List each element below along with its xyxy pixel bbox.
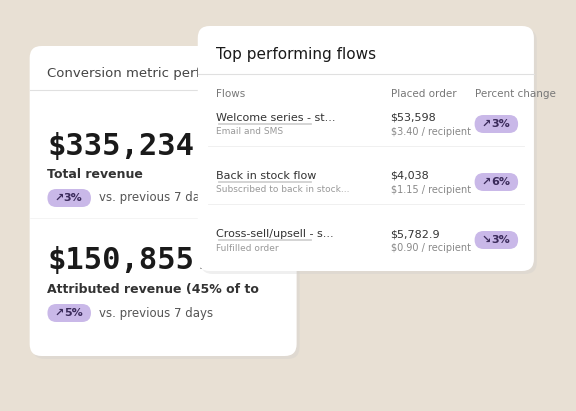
Text: 3%: 3% [491, 235, 510, 245]
Text: Top performing flows: Top performing flows [215, 46, 376, 62]
Text: 5%: 5% [64, 308, 82, 318]
Text: $150,855.46: $150,855.46 [47, 247, 249, 275]
FancyBboxPatch shape [47, 304, 91, 322]
Text: Email and SMS: Email and SMS [215, 127, 283, 136]
FancyBboxPatch shape [198, 26, 534, 271]
Text: ↗: ↗ [55, 308, 64, 318]
Text: Fulfilled order: Fulfilled order [215, 243, 278, 252]
Text: $1.15 / recipient: $1.15 / recipient [391, 185, 471, 195]
Text: 6%: 6% [491, 177, 510, 187]
Text: ↗: ↗ [482, 177, 491, 187]
FancyBboxPatch shape [475, 173, 518, 191]
Text: Placed order: Placed order [391, 89, 456, 99]
Text: ↗: ↗ [482, 119, 491, 129]
Text: Welcome series - st...: Welcome series - st... [215, 113, 335, 123]
FancyBboxPatch shape [475, 115, 518, 133]
Text: Total revenue: Total revenue [47, 168, 143, 180]
FancyBboxPatch shape [200, 29, 537, 274]
Text: vs. previous 7 days: vs. previous 7 days [99, 307, 213, 319]
FancyBboxPatch shape [29, 46, 297, 356]
Text: $53,598: $53,598 [391, 113, 436, 123]
FancyBboxPatch shape [47, 189, 91, 207]
Text: Cross-sell/upsell - s...: Cross-sell/upsell - s... [215, 229, 333, 239]
Text: Conversion metric performance: Conversion metric performance [47, 67, 259, 81]
Text: 3%: 3% [64, 193, 82, 203]
Text: Percent change: Percent change [475, 89, 555, 99]
Text: ↘: ↘ [482, 235, 491, 245]
Text: $3.40 / recipient: $3.40 / recipient [391, 127, 471, 137]
Text: $5,782.9: $5,782.9 [391, 229, 440, 239]
FancyBboxPatch shape [33, 49, 300, 359]
Text: Subscribed to back in stock...: Subscribed to back in stock... [215, 185, 349, 194]
Text: $0.90 / recipient: $0.90 / recipient [391, 243, 471, 253]
Text: Attributed revenue (45% of to: Attributed revenue (45% of to [47, 282, 259, 296]
Text: ↗: ↗ [55, 193, 64, 203]
Text: Back in stock flow: Back in stock flow [215, 171, 316, 181]
Text: $335,234.23: $335,234.23 [47, 132, 249, 161]
Text: vs. previous 7 days: vs. previous 7 days [99, 192, 213, 205]
Text: 3%: 3% [491, 119, 510, 129]
FancyBboxPatch shape [475, 231, 518, 249]
Text: $4,038: $4,038 [391, 171, 429, 181]
Text: Flows: Flows [215, 89, 245, 99]
